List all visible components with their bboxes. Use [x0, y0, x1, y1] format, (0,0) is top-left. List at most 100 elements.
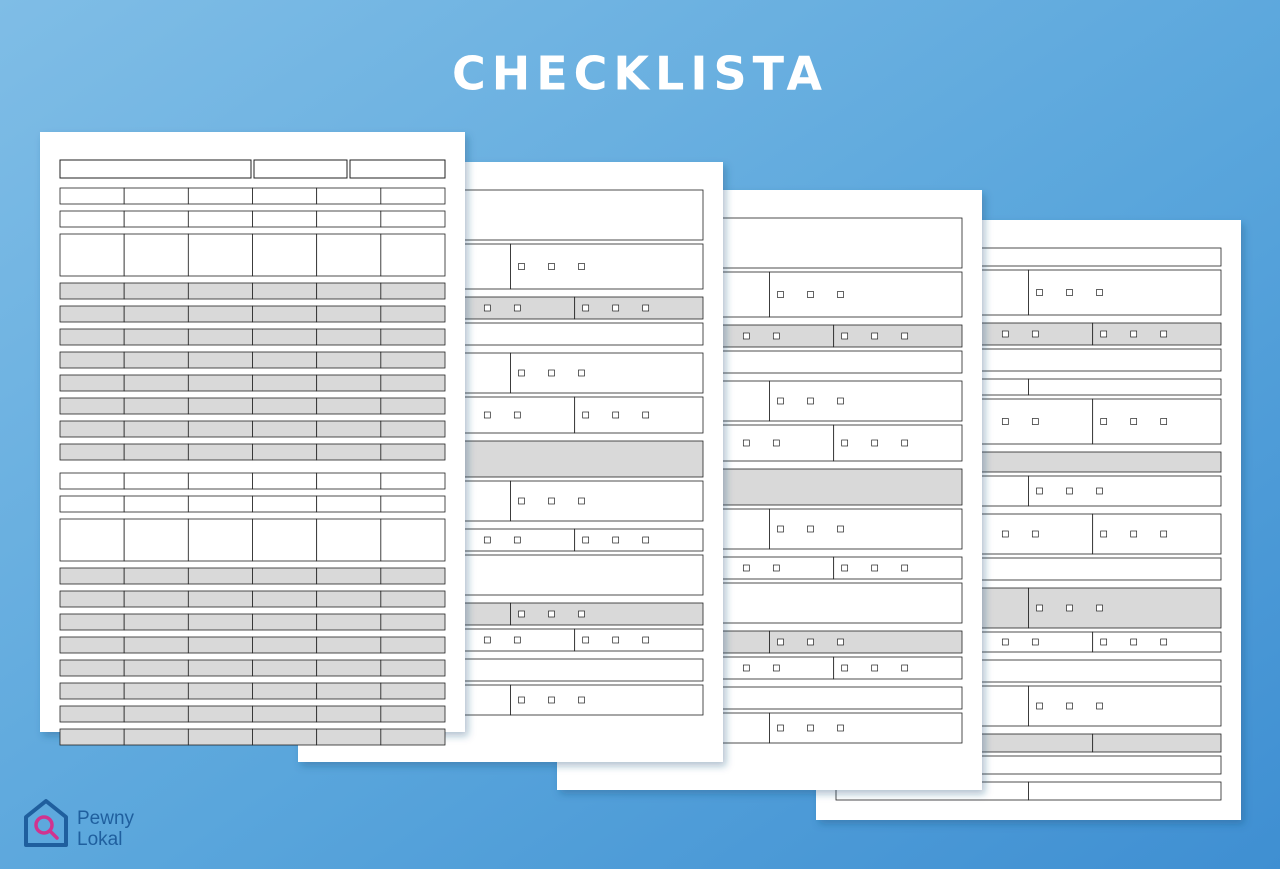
- checkbox: [1031, 330, 1039, 338]
- form-cell: [187, 682, 253, 700]
- form-cell: [316, 636, 382, 654]
- checkbox: [841, 564, 849, 572]
- form-cell: [316, 518, 382, 562]
- checkbox: [1130, 638, 1138, 646]
- form-cell: [380, 328, 446, 346]
- form-cell: [123, 187, 189, 205]
- checkbox: [742, 439, 750, 447]
- form-cell: [1028, 587, 1222, 629]
- form-cell: [769, 712, 963, 744]
- form-cell: [123, 567, 189, 585]
- checkbox: [612, 304, 620, 312]
- checkbox: [777, 397, 784, 405]
- checkbox: [1031, 418, 1039, 425]
- form-cell: [380, 233, 446, 277]
- form-cell: [510, 480, 704, 522]
- form-cell: [252, 590, 318, 608]
- form-cell: [380, 282, 446, 300]
- form-cell: [380, 728, 446, 746]
- checkbox: [1160, 530, 1168, 538]
- form-cell: [123, 590, 189, 608]
- form-cell: [380, 567, 446, 585]
- form-cell: [380, 495, 446, 513]
- form-cell: [1028, 781, 1222, 801]
- form-cell: [963, 322, 1094, 346]
- checkbox: [1130, 418, 1138, 425]
- form-cell: [1028, 269, 1222, 316]
- form-cell: [833, 424, 963, 462]
- checkbox: [837, 525, 844, 533]
- form-cell: [252, 443, 318, 461]
- form-cell: [252, 351, 318, 369]
- form-cell: [187, 659, 253, 677]
- form-cell: [704, 424, 835, 462]
- checkbox: [513, 411, 521, 419]
- form-cell: [252, 705, 318, 723]
- form-cell: [963, 733, 1094, 753]
- form-cell: [187, 420, 253, 438]
- checkbox: [772, 439, 780, 447]
- checkbox: [518, 263, 525, 270]
- form-cell: [704, 556, 835, 580]
- form-cell: [123, 420, 189, 438]
- form-cell: [316, 705, 382, 723]
- checkbox: [772, 564, 780, 572]
- form-cell: [316, 659, 382, 677]
- checkbox: [1096, 289, 1103, 296]
- form-cell: [316, 443, 382, 461]
- form-cell: [316, 495, 382, 513]
- form-cell: [187, 397, 253, 415]
- form-cell: [833, 656, 963, 680]
- form-cell: [510, 243, 704, 290]
- form-cell: [59, 567, 125, 585]
- form-cell: [59, 518, 125, 562]
- form-cell: [252, 613, 318, 631]
- form-cell: [187, 705, 253, 723]
- checkbox: [1100, 530, 1108, 538]
- form-box: [349, 159, 446, 179]
- form-cell: [252, 495, 318, 513]
- form-cell: [1028, 685, 1222, 727]
- form-cell: [59, 472, 125, 490]
- checkbox: [1096, 487, 1103, 495]
- checkbox: [1036, 604, 1043, 612]
- form-cell: [963, 631, 1094, 653]
- form-cell: [316, 210, 382, 228]
- form-cell: [574, 296, 704, 320]
- form-cell: [1092, 631, 1222, 653]
- form-cell: [1092, 322, 1222, 346]
- form-box: [253, 159, 348, 179]
- checkbox: [582, 536, 590, 544]
- form-cell: [59, 420, 125, 438]
- form-cell: [252, 728, 318, 746]
- form-cell: [59, 682, 125, 700]
- checkbox: [742, 564, 750, 572]
- checkbox: [1031, 638, 1039, 646]
- form-cell: [380, 682, 446, 700]
- form-cell: [574, 396, 704, 434]
- checkbox: [518, 610, 525, 618]
- form-cell: [445, 628, 576, 652]
- checkbox: [548, 610, 555, 618]
- checkbox: [1130, 530, 1138, 538]
- checkbox: [513, 636, 521, 644]
- checklist-page: [40, 132, 465, 746]
- form-cell: [187, 443, 253, 461]
- form-cell: [252, 659, 318, 677]
- checkbox: [483, 636, 491, 644]
- form-cell: [704, 324, 835, 348]
- checkbox: [742, 664, 750, 672]
- form-cell: [316, 728, 382, 746]
- form-cell: [833, 324, 963, 348]
- form-cell: [59, 397, 125, 415]
- checkbox: [807, 291, 814, 298]
- form-cell: [252, 328, 318, 346]
- form-cell: [316, 233, 382, 277]
- checkbox: [1100, 638, 1108, 646]
- checkbox: [1100, 418, 1108, 425]
- checkbox: [1036, 702, 1043, 710]
- form-cell: [574, 528, 704, 552]
- checkbox: [1036, 487, 1043, 495]
- checkbox: [837, 397, 844, 405]
- checkbox: [578, 696, 585, 704]
